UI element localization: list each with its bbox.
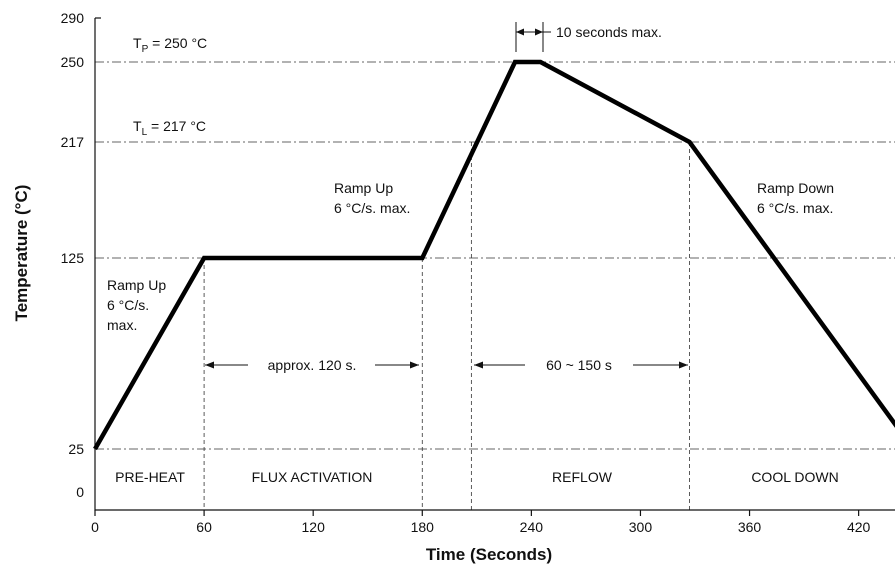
x-axis-title: Time (Seconds) [426, 545, 552, 564]
phase-flux-activation: FLUX ACTIVATION [252, 469, 373, 485]
temperature-profile-line [93, 59, 895, 451]
x-tick-label-240: 240 [520, 519, 544, 535]
x-tick-label-300: 300 [629, 519, 653, 535]
y-tick-label-250: 250 [61, 54, 85, 70]
grid-lines [95, 61, 895, 450]
ramp-up-1-line2: 6 °C/s. [107, 297, 149, 313]
reflow-span-label: 60 ~ 150 s [546, 357, 612, 373]
ten-seconds-marker: 10 seconds max. [515, 22, 662, 52]
reflow-span: 60 ~ 150 s [474, 357, 688, 373]
x-tick-label-60: 60 [196, 519, 212, 535]
y-axis-title: Temperature (°C) [12, 185, 31, 322]
tp-label: TP = 250 °C [133, 35, 207, 55]
x-tick-label-360: 360 [738, 519, 762, 535]
plot-frame [94, 18, 895, 511]
y-tick-label-217: 217 [61, 134, 85, 150]
x-tick-label-420: 420 [847, 519, 871, 535]
ten-seconds-label: 10 seconds max. [556, 24, 662, 40]
phase-divider-lines [203, 142, 690, 510]
ramp-down-line1: Ramp Down [757, 180, 834, 196]
phase-cool-down: COOL DOWN [751, 469, 838, 485]
tl-label: TL = 217 °C [133, 118, 206, 138]
ramp-up-2-line2: 6 °C/s. max. [334, 200, 410, 216]
x-tick-label-180: 180 [411, 519, 435, 535]
ramp-up-1-line3: max. [107, 317, 137, 333]
x-tick-label-120: 120 [302, 519, 326, 535]
ramp-up-2-line1: Ramp Up [334, 180, 393, 196]
phase-reflow: REFLOW [552, 469, 613, 485]
x-tick-label-0: 0 [91, 519, 99, 535]
y-tick-label-25: 25 [68, 441, 84, 457]
phase-preheat: PRE-HEAT [115, 469, 185, 485]
approx-120-span: approx. 120 s. [205, 357, 419, 373]
axis-ticks: 0 60 120 180 240 300 360 420 0 25 125 217 250 290 [61, 10, 871, 535]
ramp-down-line2: 6 °C/s. max. [757, 200, 833, 216]
approx-120-label: approx. 120 s. [268, 357, 357, 373]
y-tick-label-290: 290 [61, 10, 85, 26]
y-tick-label-0: 0 [76, 484, 84, 500]
y-tick-label-125: 125 [61, 250, 85, 266]
ramp-up-1-line1: Ramp Up [107, 277, 166, 293]
